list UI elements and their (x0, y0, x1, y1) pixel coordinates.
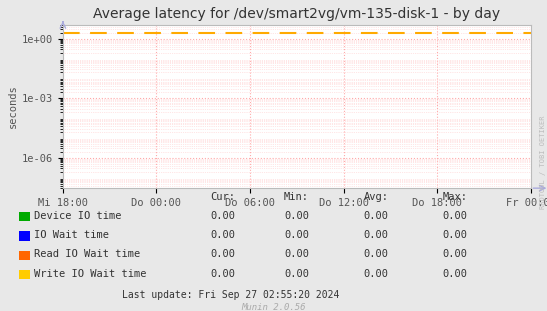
Text: 0.00: 0.00 (443, 230, 468, 240)
Text: 0.00: 0.00 (284, 249, 309, 259)
Text: Max:: Max: (443, 193, 468, 202)
Text: RRDTOOL / TOBI OETIKER: RRDTOOL / TOBI OETIKER (540, 115, 546, 209)
Text: Read IO Wait time: Read IO Wait time (34, 249, 141, 259)
Text: IO Wait time: IO Wait time (34, 230, 109, 240)
Text: 0.00: 0.00 (443, 211, 468, 221)
Y-axis label: seconds: seconds (8, 85, 18, 128)
Text: 0.00: 0.00 (363, 230, 388, 240)
Text: Cur:: Cur: (210, 193, 235, 202)
Text: 0.00: 0.00 (363, 269, 388, 279)
Text: 0.00: 0.00 (284, 230, 309, 240)
Text: Device IO time: Device IO time (34, 211, 122, 221)
Text: Min:: Min: (284, 193, 309, 202)
Text: 0.00: 0.00 (210, 211, 235, 221)
Title: Average latency for /dev/smart2vg/vm-135-disk-1 - by day: Average latency for /dev/smart2vg/vm-135… (93, 7, 501, 21)
Text: Munin 2.0.56: Munin 2.0.56 (241, 303, 306, 311)
Text: 0.00: 0.00 (284, 211, 309, 221)
Text: 0.00: 0.00 (210, 269, 235, 279)
Text: 0.00: 0.00 (443, 269, 468, 279)
Text: 0.00: 0.00 (210, 230, 235, 240)
Text: 0.00: 0.00 (363, 211, 388, 221)
Text: Write IO Wait time: Write IO Wait time (34, 269, 147, 279)
Text: 0.00: 0.00 (363, 249, 388, 259)
Text: Avg:: Avg: (363, 193, 388, 202)
Text: 0.00: 0.00 (210, 249, 235, 259)
Text: Last update: Fri Sep 27 02:55:20 2024: Last update: Fri Sep 27 02:55:20 2024 (122, 290, 339, 300)
Text: 0.00: 0.00 (284, 269, 309, 279)
Text: 0.00: 0.00 (443, 249, 468, 259)
